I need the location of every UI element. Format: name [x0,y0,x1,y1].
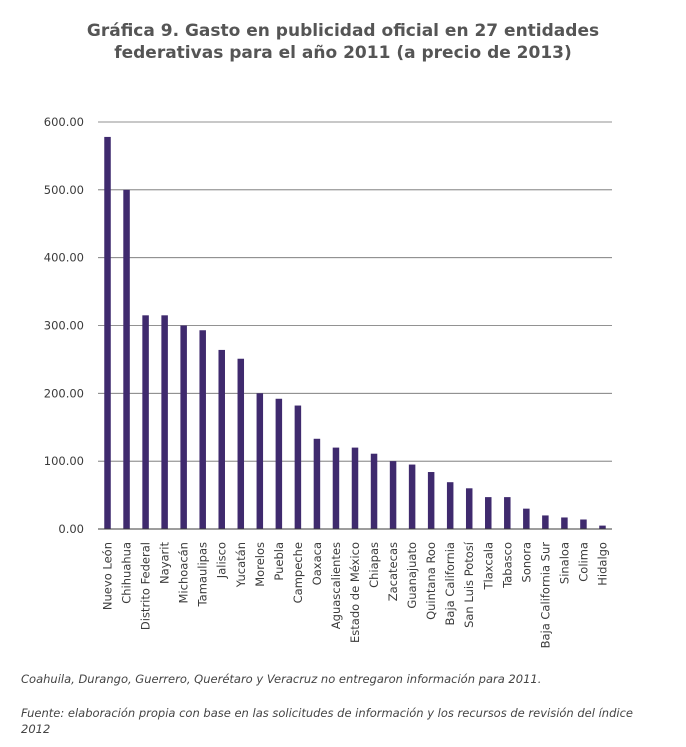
x-category-label: Guanajuato [405,542,419,609]
y-tick-label: 300.00 [44,319,84,333]
bar [427,472,435,529]
bar [485,497,492,529]
bar-chart: 0.00 100.00 200.00 300.00 400.00 500.00 600.00… [44,115,612,649]
x-category-label: Colima [576,542,590,582]
bar [294,405,302,529]
source-note: Fuente: elaboración propia con base en l… [21,706,633,736]
bar [123,189,130,530]
bar [370,453,378,529]
bar [523,508,530,529]
bar [199,330,206,529]
x-category-label: San Luis Potosí [462,541,476,628]
chart-title-line-1: Gráfica 9. Gasto en publicidad oficial e… [86,21,600,41]
bar [408,464,416,529]
bar [504,497,511,529]
x-category-label: Chihuahua [120,542,134,604]
x-category-label: Baja California Sur [538,542,552,649]
x-category-label: Jalisco [215,542,229,579]
x-category-label: Estado de México [348,542,362,643]
x-category-label: Michoacán [177,542,191,603]
bar [237,358,245,529]
x-category-label: Tlaxcala [481,542,495,590]
bar [218,349,225,529]
y-tick-label: 200.00 [44,386,84,400]
bar [599,525,606,529]
bar [446,482,454,529]
x-category-label: Tabasco [500,542,514,589]
x-category-label: Puebla [272,542,286,581]
chart-title-line-2: federativas para el año 2011 (a precio d… [114,43,572,63]
x-category-label: Quintana Roo [424,542,438,620]
chart-title: Gráfica 9. Gasto en publicidad oficial e… [40,20,646,64]
bar [542,515,549,529]
y-tick-label: 600.00 [44,115,84,129]
x-category-label: Tamaulipas [196,542,210,607]
y-tick-label: 500.00 [44,183,84,197]
bar [275,398,283,529]
bar [580,519,587,529]
y-tick-label: 400.00 [44,251,84,265]
bar [465,488,473,529]
x-category-label: Morelos [253,542,267,587]
y-tick-label: 0.00 [58,522,84,536]
x-category-label: Campeche [291,542,305,603]
bar [351,447,359,529]
x-category-label: Oaxaca [310,542,324,585]
x-category-label: Chiapas [367,542,381,588]
bar [161,315,168,529]
bar [561,517,568,529]
bar [332,447,340,529]
x-category-label: Yucatán [234,542,248,588]
x-category-label: Distrito Federal [139,542,153,630]
x-category-label: Hidalgo [595,542,609,586]
bar [256,393,264,529]
bar [313,438,321,529]
bar [142,315,149,529]
bar [104,136,111,529]
x-category-label: Zacatecas [386,542,400,601]
x-category-label: Nayarit [158,542,172,584]
x-category-label: Sonora [519,542,533,582]
x-category-label: Baja California [443,542,457,625]
bar [180,325,187,529]
x-category-label: Sinaloa [557,542,571,584]
bar [389,461,397,529]
x-category-label: Aguascalientes [329,542,343,629]
missing-data-note: Coahuila, Durango, Guerrero, Querétaro y… [21,672,542,686]
y-tick-label: 100.00 [44,454,84,468]
x-category-label: Nuevo León [101,542,115,610]
